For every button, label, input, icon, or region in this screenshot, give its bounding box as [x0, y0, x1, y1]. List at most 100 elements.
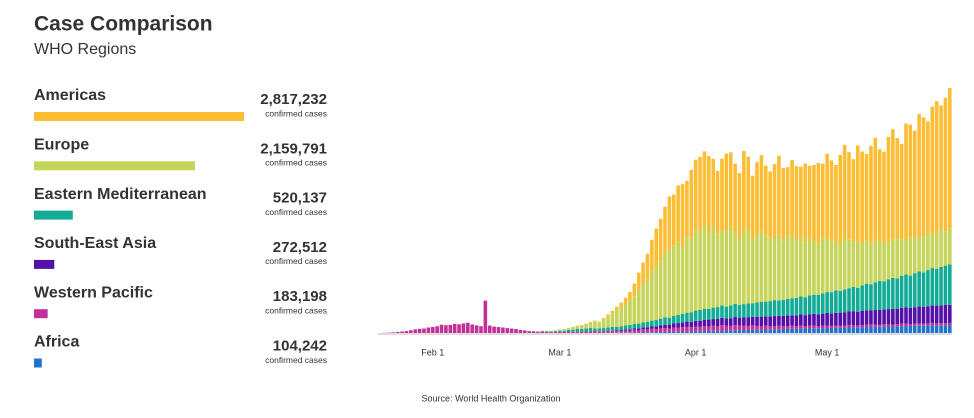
bar-segment: [807, 325, 812, 329]
bar-segment: [676, 331, 680, 333]
bar-segment: [601, 328, 606, 332]
bar-segment: [768, 329, 772, 333]
bar-segment: [856, 325, 860, 328]
bar-segment: [934, 269, 939, 306]
bar-segment: [733, 303, 737, 318]
bar-segment: [558, 329, 562, 331]
bar-segment: [746, 156, 751, 232]
bar-segment: [426, 327, 431, 333]
bar-segment: [650, 328, 654, 333]
bar-segment: [676, 242, 680, 316]
bar-segment: [487, 325, 492, 333]
bar-segment: [663, 317, 667, 325]
bar-segment: [558, 330, 562, 332]
bar-segment: [926, 231, 930, 271]
bar-segment: [785, 328, 790, 333]
bar-segment: [711, 307, 715, 320]
bar-segment: [680, 247, 685, 314]
bar-segment: [926, 270, 930, 307]
bar-segment: [873, 137, 878, 240]
bar-segment: [641, 332, 645, 333]
bar-segment: [921, 272, 926, 307]
x-tick-label: Apr 1: [685, 347, 707, 357]
bar-segment: [895, 324, 900, 327]
bar-segment: [904, 307, 908, 324]
bar-segment: [847, 324, 851, 328]
bar-segment: [882, 326, 886, 333]
bar-segment: [825, 328, 829, 333]
region-bar: [34, 358, 42, 368]
bar-segment: [812, 313, 816, 326]
bar-segment: [904, 123, 908, 241]
bar-segment: [838, 290, 843, 313]
bar-segment: [619, 326, 623, 331]
bar-segment: [921, 236, 926, 273]
bar-segment: [825, 238, 829, 293]
bar-segment: [707, 308, 711, 320]
bar-segment: [698, 231, 702, 311]
bar-segment: [790, 298, 794, 316]
bar-segment: [864, 283, 869, 311]
bar-segment: [834, 290, 838, 313]
bar-segment: [908, 237, 913, 276]
region-total: 2,159,791: [260, 140, 327, 157]
bar-segment: [948, 322, 952, 326]
bar-segment: [623, 297, 628, 305]
bar-segment: [728, 330, 733, 333]
bar-segment: [680, 331, 685, 333]
bar-segment: [654, 326, 659, 329]
bar-segment: [641, 329, 645, 333]
bar-segment: [750, 175, 755, 240]
bar-segment: [707, 232, 711, 309]
bar-segment: [899, 326, 904, 333]
bar-segment: [593, 320, 597, 329]
bar-segment: [579, 325, 584, 329]
bar-segment: [693, 320, 698, 327]
bar-segment: [825, 153, 829, 239]
bar-segment: [851, 159, 856, 243]
bar-segment: [720, 330, 724, 333]
bar-segment: [641, 327, 645, 330]
bar-segment: [785, 167, 790, 236]
bar-segment: [864, 310, 869, 325]
bar-segment: [750, 303, 755, 317]
bar-segment: [457, 324, 461, 333]
bar-segment: [842, 238, 847, 290]
bar-segment: [680, 184, 685, 248]
bar-segment: [623, 330, 628, 333]
bar-segment: [466, 322, 470, 333]
bar-segment: [562, 329, 567, 331]
bar-segment: [864, 154, 869, 240]
bar-segment: [728, 152, 733, 227]
region-name: South-East Asia: [34, 235, 156, 252]
x-tick-label: Feb 1: [421, 347, 444, 357]
bar-segment: [768, 325, 772, 330]
bar-segment: [728, 226, 733, 306]
bar-segment: [702, 308, 707, 320]
bar-segment: [807, 238, 812, 296]
bar-segment: [663, 253, 667, 318]
bar-segment: [650, 320, 654, 327]
bar-segment: [781, 315, 786, 327]
bar-segment: [847, 327, 851, 333]
bar-segment: [628, 329, 632, 331]
bar-segment: [685, 321, 689, 327]
bar-segment: [671, 315, 676, 324]
bar-segment: [645, 329, 650, 333]
bar-segment: [873, 310, 878, 325]
bar-segment: [685, 312, 689, 322]
bar-segment: [882, 281, 886, 310]
unit-label: confirmed cases: [265, 207, 327, 217]
bar-segment: [930, 325, 935, 333]
bar-segment: [882, 309, 886, 325]
bar-segment: [943, 323, 948, 326]
bar-segment: [650, 332, 654, 333]
bar-segment: [926, 121, 930, 232]
bar-segment: [847, 288, 851, 312]
bar-segment: [693, 159, 698, 230]
bar-segment: [781, 329, 786, 333]
bar-segment: [781, 326, 786, 330]
bar-segment: [658, 318, 663, 326]
bar-segment: [939, 323, 943, 326]
region-total: 2,817,232: [260, 91, 327, 108]
